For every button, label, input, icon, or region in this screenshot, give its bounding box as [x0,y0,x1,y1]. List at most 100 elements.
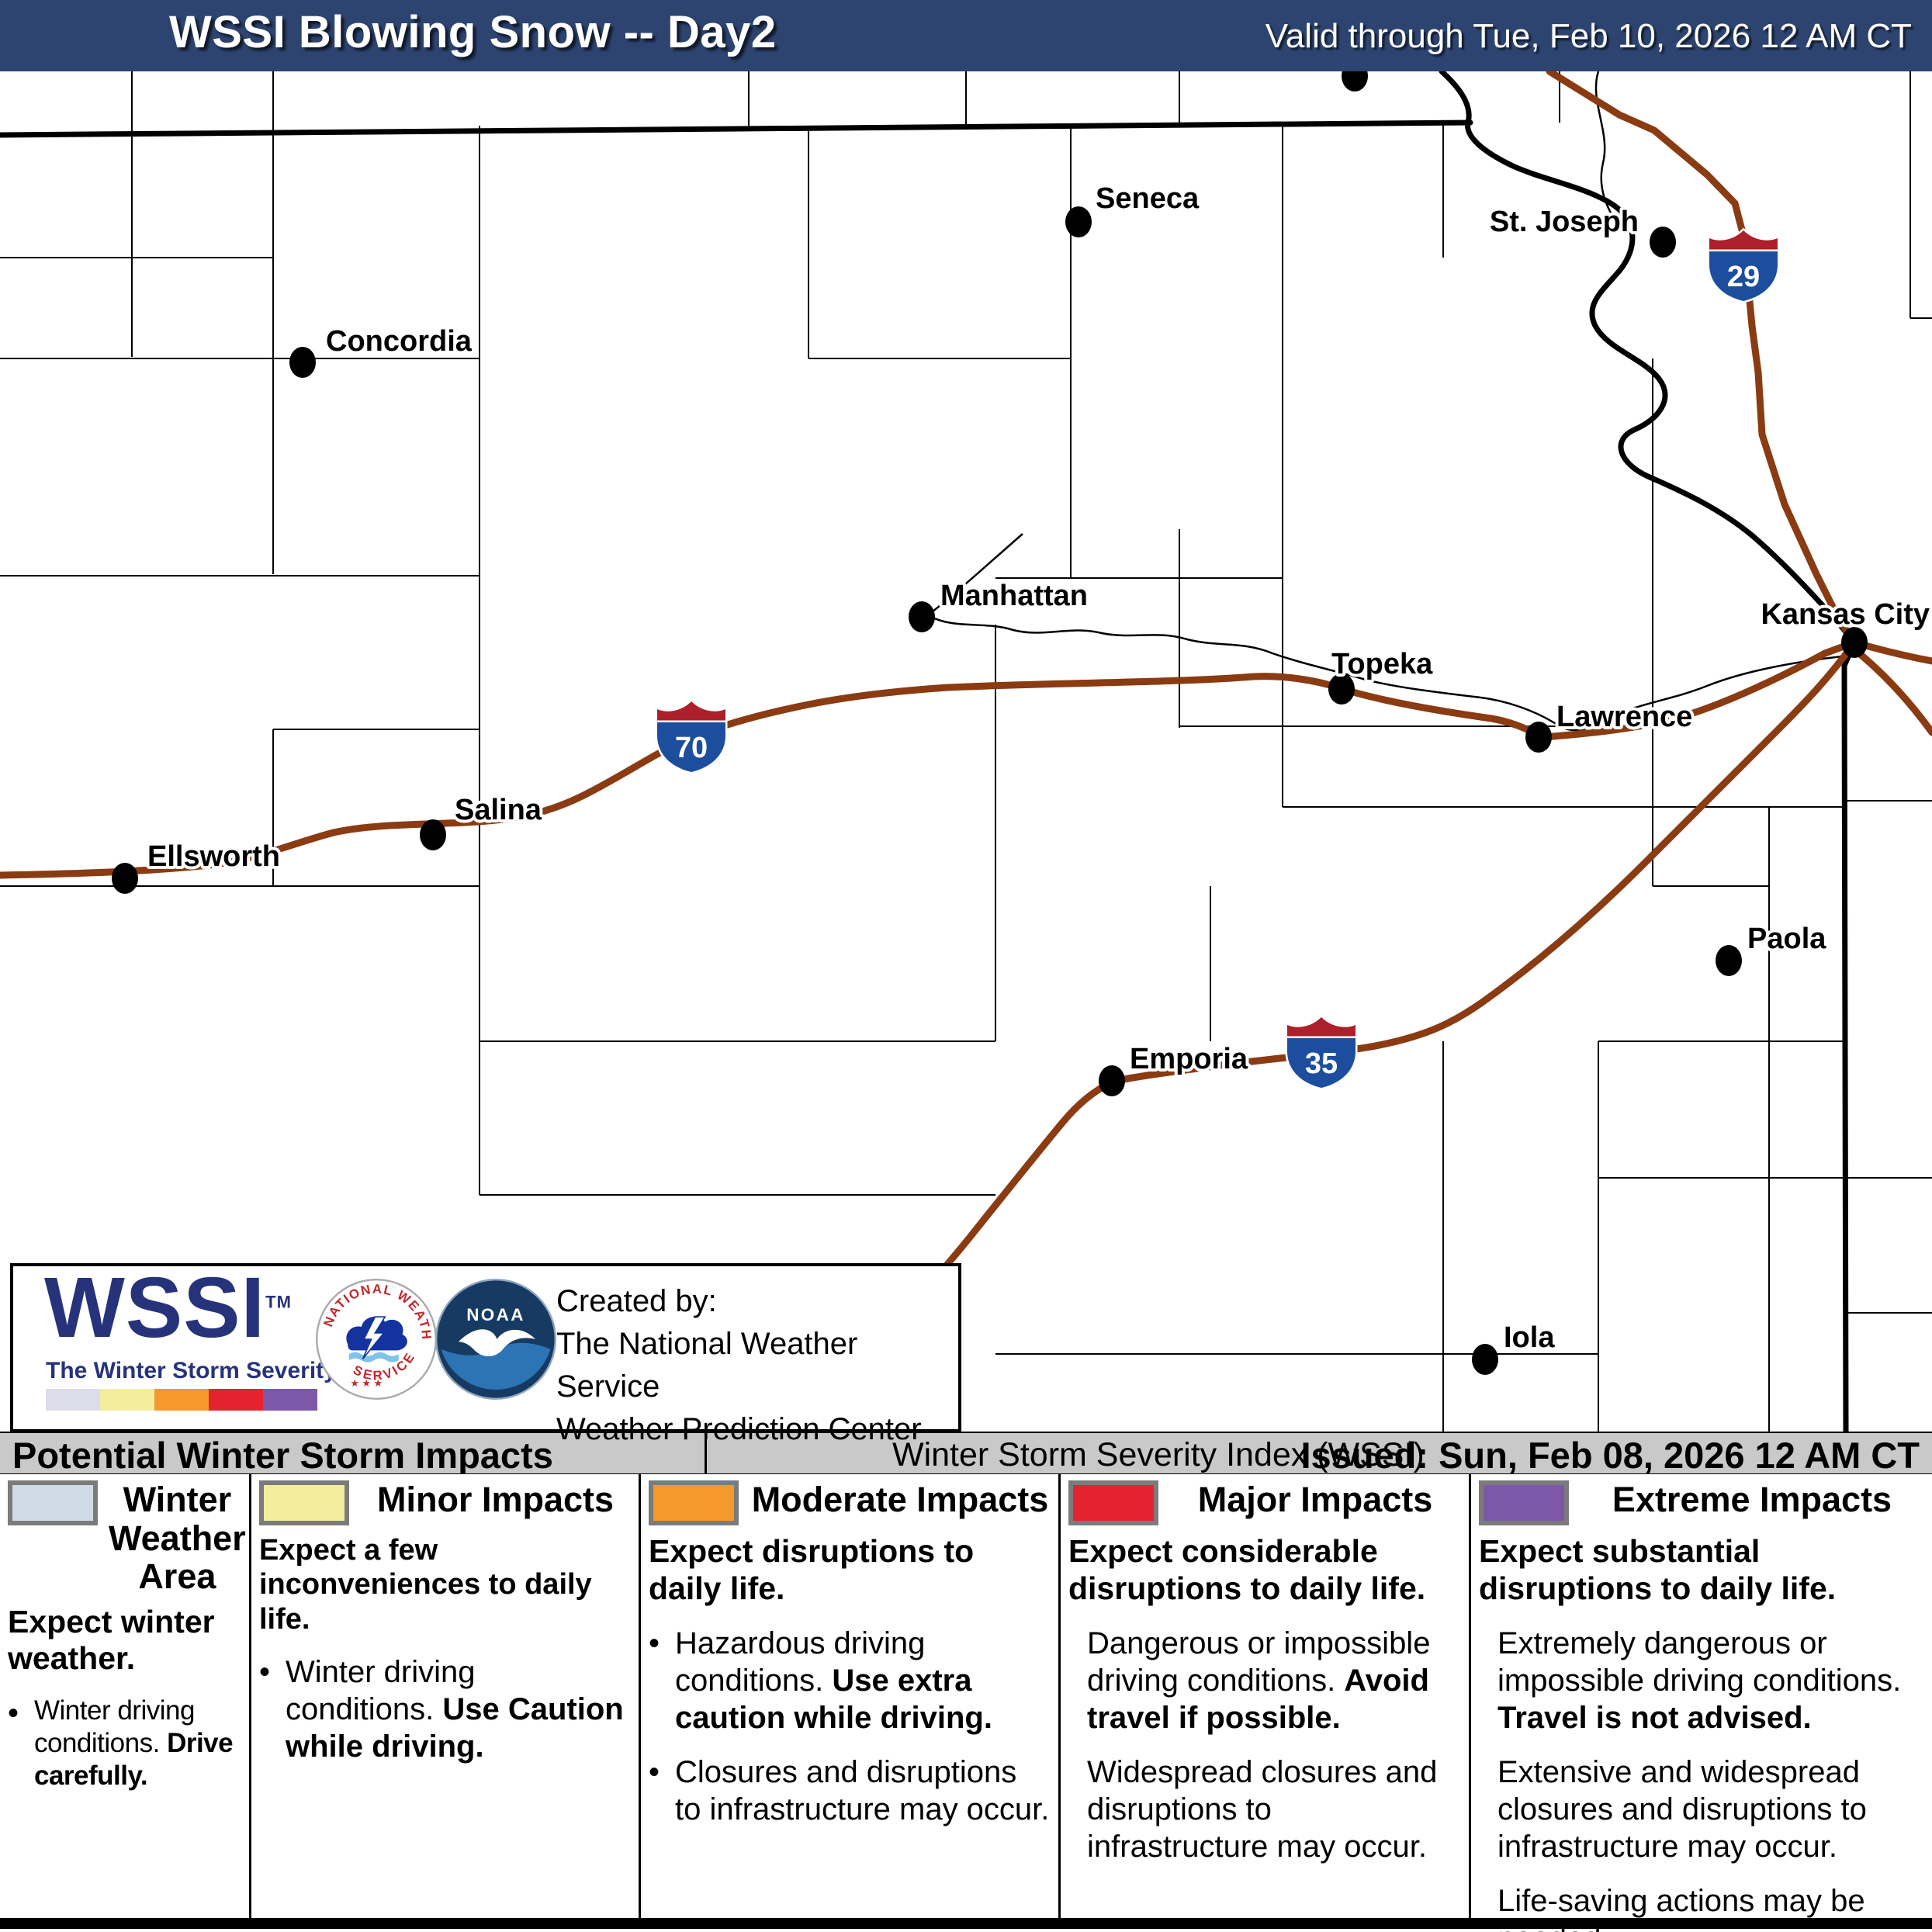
map-background [0,71,1932,1432]
legend-swatch-major-impacts [1068,1480,1158,1525]
trademark-symbol: TM [265,1292,292,1312]
interstate-shields: 70 35 29 [655,227,1780,1090]
city-dot-seneca [1065,206,1092,237]
svg-text:35: 35 [1305,1047,1338,1080]
bullet-marker: • [649,1626,660,1660]
county-boundaries [0,71,1932,1432]
legend-lead-extreme-impacts: Expect substantial disruptions to daily … [1479,1533,1837,1606]
legend-title-minor-impacts: Minor Impacts [376,1480,615,1519]
indent-spacer [1068,1625,1087,1736]
city-label-emporia: Emporia [1130,1043,1248,1075]
legend-column-minor-impacts: Minor Impacts Expect a few inconveniences… [251,1474,641,1918]
bullet-marker: • [259,1655,271,1690]
created-by-line2: The National Weather Service [556,1327,858,1404]
bottom-border [0,1918,1932,1929]
legend-title-moderate-impacts: Moderate Impacts [751,1480,1049,1519]
status-bar: Potential Winter Storm Impacts Winter St… [0,1432,1932,1476]
city-dot-lawrence [1525,722,1552,753]
noaa-label: NOAA [466,1305,525,1324]
city-label-st-joseph: St. Joseph [1490,206,1639,238]
legend-item: Widespread closures and disruptions to i… [1068,1754,1461,1865]
legend-item-text: Winter driving conditions. Use Caution w… [286,1655,624,1764]
wssi-logo-text: WSSITM [44,1260,292,1356]
svg-text:29: 29 [1727,261,1760,293]
city-dot-salina [420,819,446,850]
colorbar-segment-3 [209,1389,263,1411]
city-dot-ellsworth [112,863,138,894]
legend-item: Extremely dangerous or impossible drivin… [1479,1625,1924,1736]
legend-item: • Hazardous driving conditions. Use extra… [649,1625,1051,1736]
legend-item-text: Extremely dangerous or impossible drivin… [1497,1626,1902,1735]
colorbar-segment-4 [263,1389,317,1411]
created-by-line1: Created by: [556,1284,717,1318]
created-by-block: Created by: The National Weather Service… [556,1280,958,1451]
legend-column-moderate-impacts: Moderate Impacts Expect disruptions to da… [641,1474,1061,1918]
missouri-river-state-border [1439,71,1858,1432]
legend-item: Dangerous or impossible driving conditio… [1068,1625,1461,1736]
city-label-salina: Salina [455,794,542,826]
city-label-manhattan: Manhattan [940,580,1088,612]
status-bar-divider [705,1433,707,1473]
city-label-ellsworth: Ellsworth [147,840,280,873]
indent-spacer [1479,1625,1497,1736]
water-icon [348,1352,399,1362]
colorbar-segment-0 [46,1389,100,1411]
interstate-29-shield-icon: 29 [1707,227,1780,303]
wssi-severity-colorbar [46,1389,317,1411]
legend-item-text: Dangerous or impossible driving conditio… [1087,1626,1431,1735]
legend-item: • Winter driving conditions. Drive carefu… [8,1695,241,1792]
legend-item-text: Winter driving conditions. Drive careful… [34,1695,234,1792]
svg-text:70: 70 [675,732,708,764]
status-bar-title: Potential Winter Storm Impacts [12,1435,553,1476]
legend-swatch-moderate-impacts [649,1480,739,1525]
city-markers: Seneca St. Joseph Concordia Manhattan Topeka… [112,71,1932,1375]
legend-column-extreme-impacts: Extreme Impacts Expect substantial disrup… [1471,1474,1932,1932]
status-bar-subtitle: Winter Storm Severity Index (WSSI) [892,1436,1425,1473]
city-label-paola: Paola [1747,923,1826,955]
city-label-concordia: Concordia [326,325,473,358]
indent-spacer [1068,1754,1087,1865]
legend-item: • Closures and disruptions to infrastruct… [649,1754,1051,1828]
noaa-sea-icon [441,1342,551,1390]
city-label-seneca: Seneca [1096,182,1200,215]
issued-text: Issued: Sun, Feb 08, 2026 12 AM CT [1300,1435,1920,1476]
nws-stars: ★ ★ ★ [350,1377,383,1389]
city-label-kansas-city: Kansas City [1761,598,1930,631]
impacts-legend: Winter Weather Area Expect winter weather… [0,1474,1932,1932]
legend-title-major-impacts: Major Impacts [1197,1480,1433,1519]
legend-item-text: Extensive and widespread closures and di… [1497,1754,1867,1864]
legend-item: Extensive and widespread closures and di… [1479,1754,1924,1865]
city-label-iola: Iola [1504,1321,1555,1354]
city-label-topeka: Topeka [1331,648,1433,680]
city-label-lawrence: Lawrence [1556,701,1692,733]
legend-swatch-winter-weather-area [8,1480,98,1525]
wssi-logo-box: WSSITM The Winter Storm Severity Index N… [10,1260,961,1446]
legend-swatch-minor-impacts [259,1480,349,1525]
legend-item-text: Widespread closures and disruptions to i… [1087,1754,1438,1864]
colorbar-segment-1 [100,1389,154,1411]
indent-spacer [1479,1754,1497,1865]
legend-item-text: Closures and disruptions to infrastructu… [675,1754,1050,1826]
city-dot-concordia [289,347,316,378]
legend-item: • Winter driving conditions. Use Caution … [259,1653,631,1765]
legend-lead-minor-impacts: Expect a few inconveniences to daily lif… [259,1534,592,1636]
kansas-wssi-map: 70 35 29 Seneca St. Joseph Concordia Manhatta… [0,71,1932,1432]
lightning-icon [362,1316,386,1360]
noaa-logo-icon: NOAA [435,1279,556,1400]
legend-title-winter-weather-area: Winter Weather Area [109,1480,246,1596]
city-dot-kansas-city [1841,627,1868,658]
legend-item-text: Hazardous driving conditions. Use extra … [675,1626,992,1735]
city-dot-emporia [1099,1065,1125,1096]
legend-lead-major-impacts: Expect considerable disruptions to daily… [1068,1533,1426,1606]
city-dot-unlabeled [1342,71,1368,92]
interstate-35-shield-icon: 35 [1285,1014,1358,1090]
noaa-bird-icon [459,1329,536,1357]
header-bar: WSSI Blowing Snow -- Day2 Valid through … [0,0,1932,73]
city-dot-topeka [1328,673,1355,705]
bullet-marker: • [8,1696,19,1731]
road-east-stub-2 [1855,649,1932,736]
city-dot-paola [1716,945,1742,976]
interstate-70-shield-icon: 70 [655,698,728,774]
page-title: WSSI Blowing Snow -- Day2 [169,7,777,57]
